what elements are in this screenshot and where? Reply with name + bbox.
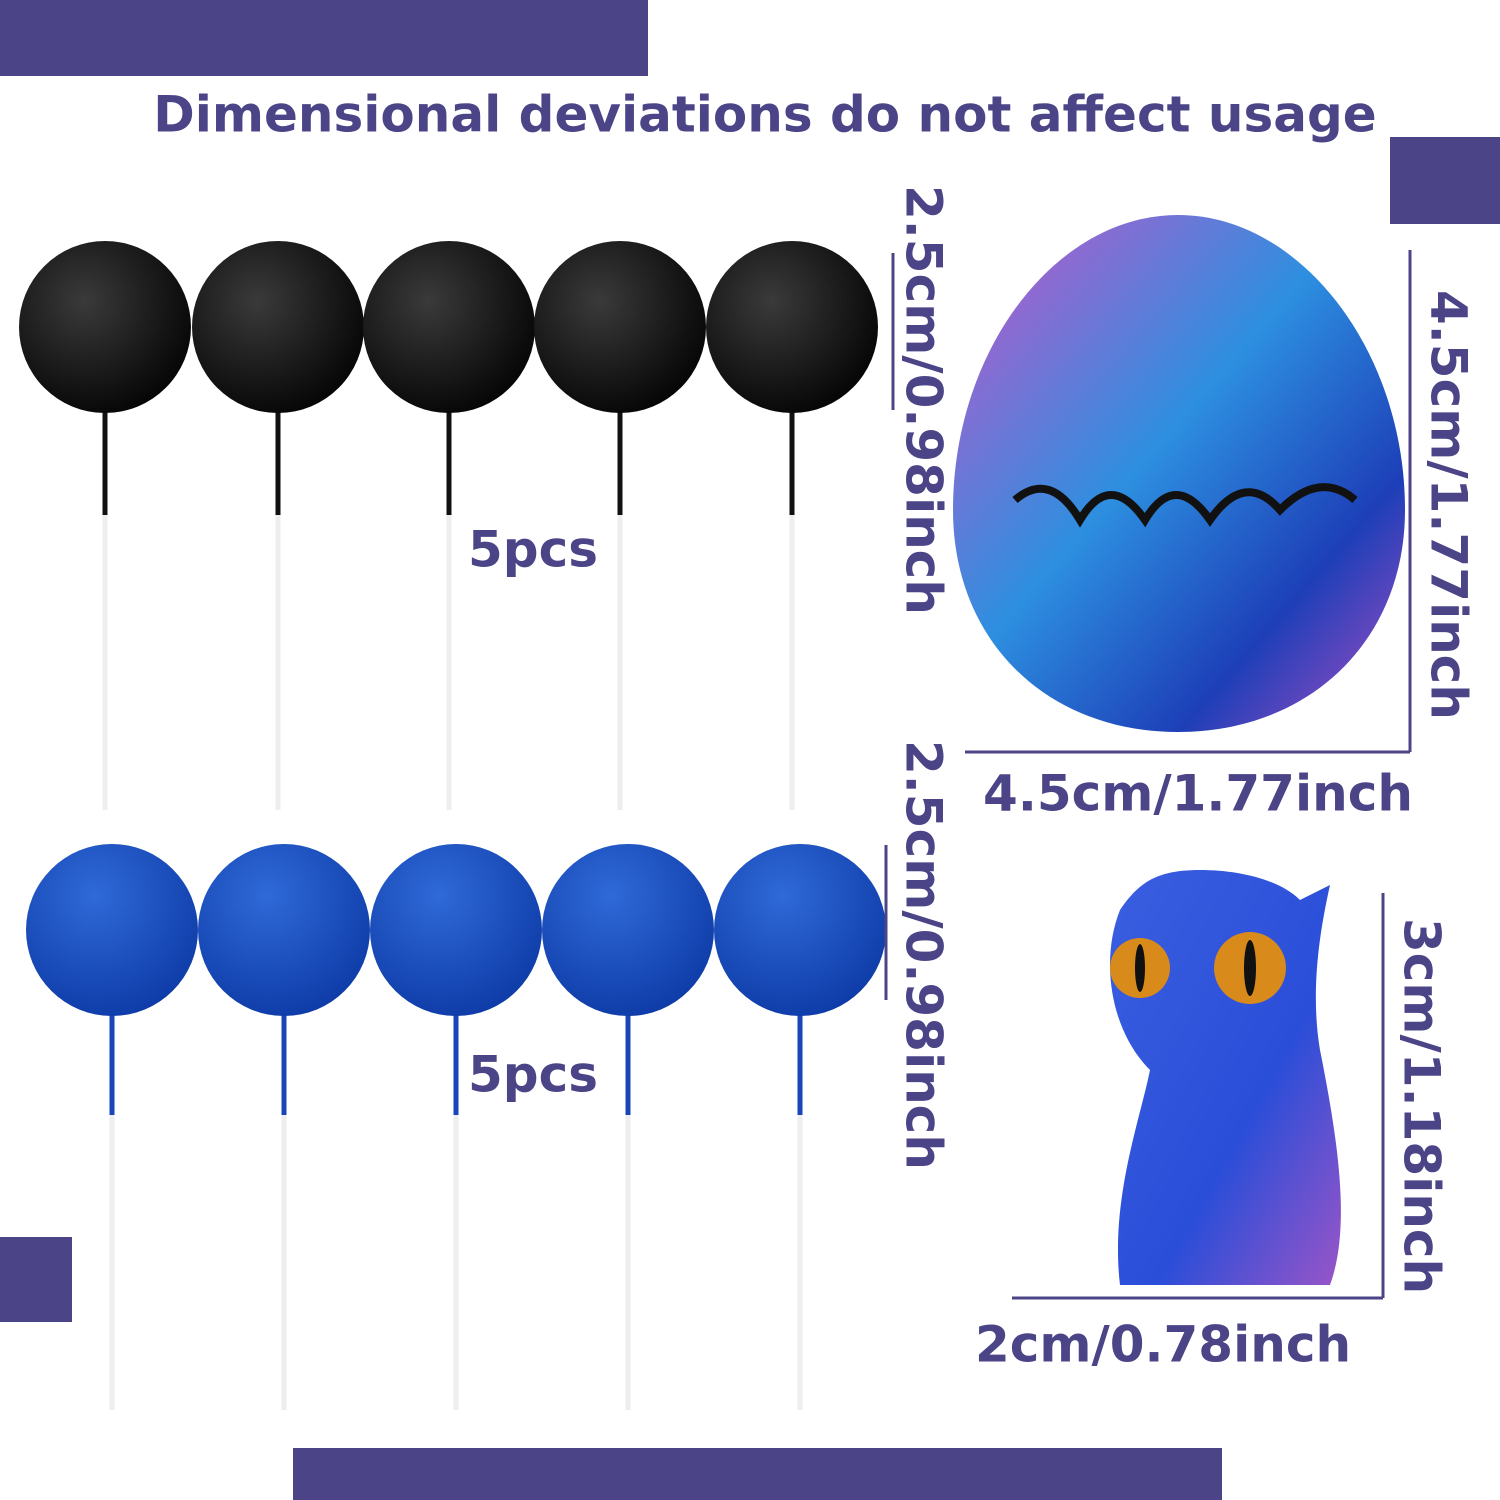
height-label: 4.5cm/1.77inch (1420, 290, 1478, 720)
width-label: 2cm/0.78inch (975, 1316, 1351, 1374)
dragon-egg (953, 215, 1405, 732)
blue-balls (26, 844, 886, 1410)
black-balls (19, 241, 878, 810)
width-label: 4.5cm/1.77inch (983, 765, 1413, 823)
dragon-figure (1110, 870, 1341, 1285)
size-label: 2.5cm/0.98inch (895, 740, 953, 1170)
count-label: 5pcs (468, 1046, 598, 1104)
size-label: 2.5cm/0.98inch (895, 185, 953, 615)
count-label: 5pcs (468, 521, 598, 579)
height-label: 3cm/1.18inch (1393, 918, 1451, 1294)
title: Dimensional deviations do not affect usa… (153, 86, 1376, 144)
